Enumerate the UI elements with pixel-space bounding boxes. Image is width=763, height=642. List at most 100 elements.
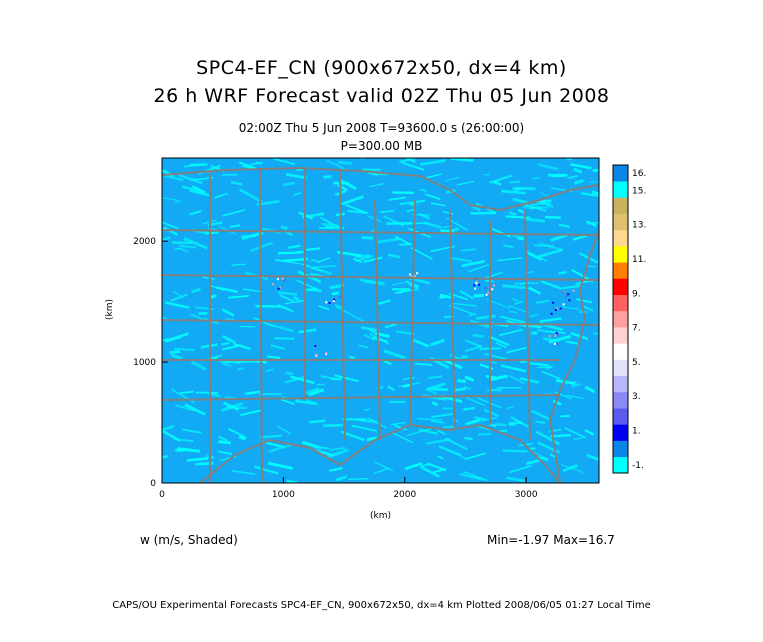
- field-streak: [509, 464, 533, 474]
- field-streak: [537, 248, 563, 258]
- field-streak: [499, 429, 508, 433]
- field-streak: [258, 393, 283, 395]
- field-streak: [307, 287, 318, 291]
- field-streak: [566, 394, 584, 400]
- field-streak: [486, 298, 511, 309]
- field-streak: [489, 174, 513, 184]
- chart-title-line2: 26 h WRF Forecast valid 02Z Thu 05 Jun 2…: [153, 85, 610, 107]
- field-streak: [390, 431, 413, 444]
- field-streak: [331, 377, 342, 380]
- field-streak: [452, 387, 467, 392]
- field-streak: [552, 399, 562, 406]
- field-streak: [508, 211, 517, 216]
- colorbar-label: 13.: [632, 221, 646, 231]
- y-axis-ticks: 0 1000 2000: [133, 237, 168, 489]
- field-streak: [218, 435, 228, 442]
- field-streak: [230, 181, 243, 186]
- field-streak: [537, 163, 559, 171]
- field-streak: [512, 197, 529, 204]
- field-streak: [178, 244, 197, 249]
- field-streak: [310, 259, 318, 262]
- field-streak: [541, 370, 561, 380]
- field-streak: [406, 428, 432, 437]
- field-streak: [345, 203, 369, 215]
- field-streak: [535, 299, 549, 304]
- map-boundary-line: [374, 199, 381, 441]
- field-streak: [361, 236, 374, 240]
- convective-cell: [325, 301, 328, 304]
- field-streak: [292, 191, 301, 197]
- field-streak: [530, 450, 547, 459]
- field-streak: [558, 270, 568, 275]
- field-streak: [505, 476, 525, 483]
- field-streak: [473, 293, 485, 298]
- field-streak: [567, 174, 579, 180]
- field-streak: [363, 408, 371, 411]
- map-boundary-line: [162, 394, 561, 401]
- field-streak: [404, 462, 423, 471]
- field-streak: [360, 326, 378, 332]
- field-streak: [351, 424, 377, 432]
- field-streak: [531, 331, 538, 335]
- field-streak: [459, 472, 483, 481]
- field-streak: [233, 343, 251, 350]
- x-axis-ticks: 0 1000 2000 3000: [159, 477, 538, 500]
- field-streak: [589, 180, 599, 183]
- field-streak: [461, 455, 469, 461]
- colorbar-swatch: [613, 294, 628, 312]
- convective-cell: [485, 293, 488, 296]
- field-streak: [526, 250, 548, 262]
- field-streak: [452, 302, 477, 307]
- convective-cell: [556, 333, 559, 336]
- field-streak: [221, 334, 237, 345]
- field-streak: [512, 298, 519, 302]
- field-streak: [426, 438, 451, 445]
- field-streak: [341, 195, 364, 206]
- y-tick-label: 1000: [133, 358, 156, 368]
- field-streak: [329, 447, 346, 451]
- field-streak: [431, 401, 439, 407]
- state-boundaries-map: [162, 166, 599, 483]
- field-streak: [539, 242, 563, 252]
- convective-cell: [568, 299, 571, 302]
- field-streak: [584, 385, 596, 394]
- field-streak: [285, 371, 294, 376]
- field-streak: [482, 271, 503, 280]
- field-streak: [226, 406, 248, 410]
- field-streak: [273, 158, 296, 166]
- field-streak: [321, 451, 334, 457]
- field-streak: [283, 181, 296, 187]
- field-streak: [386, 385, 395, 392]
- field-streak: [362, 168, 381, 171]
- field-streak: [392, 280, 408, 286]
- field-streak: [503, 244, 514, 249]
- convective-cell: [278, 286, 281, 289]
- field-streak: [309, 419, 326, 424]
- field-streak: [335, 475, 348, 482]
- field-streak: [328, 467, 343, 472]
- field-streak: [205, 231, 219, 235]
- field-streak: [535, 455, 549, 461]
- map-boundary-line: [449, 209, 456, 431]
- field-streak: [162, 221, 179, 230]
- field-streak: [236, 360, 261, 363]
- field-streak: [560, 414, 570, 418]
- field-streak: [191, 287, 201, 294]
- field-streak: [383, 349, 406, 360]
- field-streak: [449, 256, 472, 263]
- field-streak: [183, 237, 208, 250]
- map-boundary-line: [199, 423, 561, 483]
- x-tick-label: 1000: [272, 490, 295, 500]
- field-streak: [290, 375, 315, 385]
- field-streak: [316, 383, 325, 386]
- field-streak: [418, 212, 430, 220]
- field-streak: [549, 453, 557, 458]
- field-streak: [175, 248, 183, 250]
- field-streak: [336, 306, 343, 311]
- convective-cell: [556, 342, 558, 345]
- field-streak: [318, 305, 330, 311]
- field-streak: [446, 217, 468, 231]
- convective-cell: [562, 291, 565, 294]
- field-streak: [176, 447, 200, 453]
- field-streak: [464, 345, 483, 352]
